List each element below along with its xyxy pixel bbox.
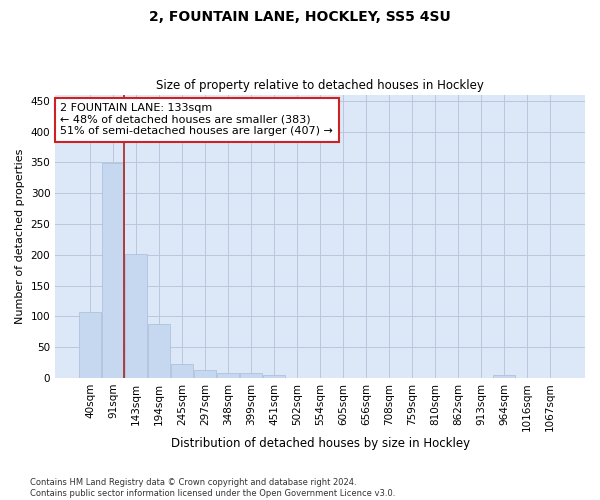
Bar: [493, 376, 515, 378]
Bar: [217, 373, 239, 378]
Y-axis label: Number of detached properties: Number of detached properties: [15, 148, 25, 324]
Bar: [125, 254, 147, 378]
X-axis label: Distribution of detached houses by size in Hockley: Distribution of detached houses by size …: [170, 437, 470, 450]
Bar: [79, 312, 101, 378]
Bar: [240, 373, 262, 378]
Title: Size of property relative to detached houses in Hockley: Size of property relative to detached ho…: [156, 79, 484, 92]
Bar: [263, 375, 285, 378]
Bar: [148, 324, 170, 378]
Bar: [171, 364, 193, 378]
Text: 2, FOUNTAIN LANE, HOCKLEY, SS5 4SU: 2, FOUNTAIN LANE, HOCKLEY, SS5 4SU: [149, 10, 451, 24]
Text: Contains HM Land Registry data © Crown copyright and database right 2024.
Contai: Contains HM Land Registry data © Crown c…: [30, 478, 395, 498]
Bar: [102, 163, 124, 378]
Text: 2 FOUNTAIN LANE: 133sqm
← 48% of detached houses are smaller (383)
51% of semi-d: 2 FOUNTAIN LANE: 133sqm ← 48% of detache…: [61, 103, 334, 136]
Bar: [194, 370, 216, 378]
